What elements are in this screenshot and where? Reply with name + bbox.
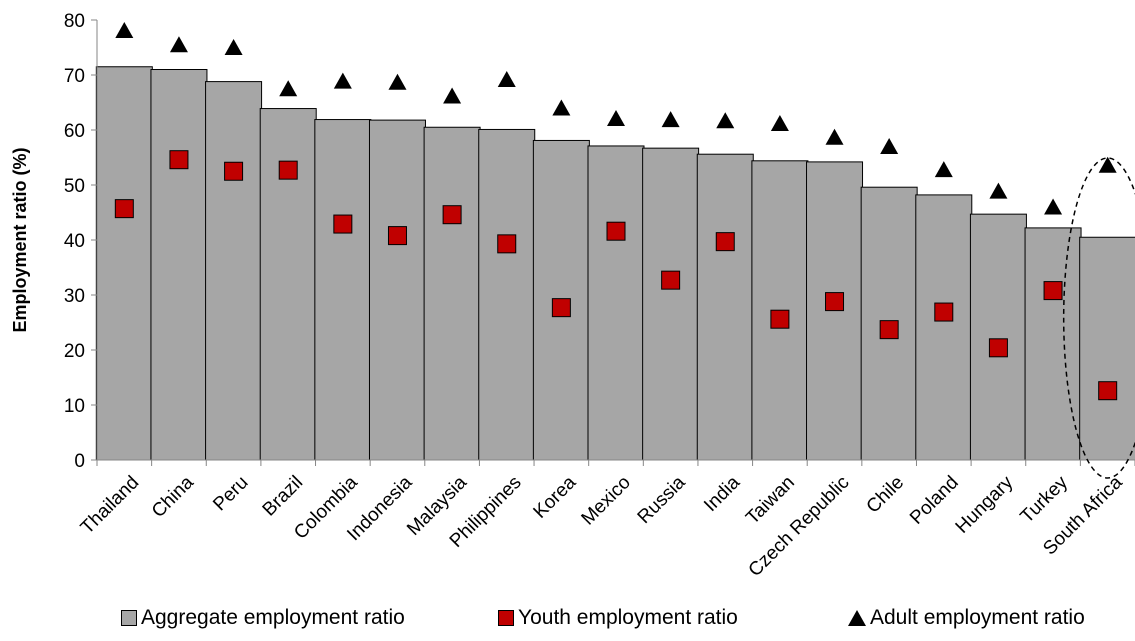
- bar-swatch-icon: [121, 610, 137, 626]
- bar-india: [696, 153, 754, 461]
- bar-peru: [205, 81, 263, 461]
- category-label-brazil: Brazil: [259, 472, 307, 520]
- category-label-korea: Korea: [530, 472, 581, 523]
- triangle-swatch-icon: [848, 610, 866, 626]
- youth-marker-india: [715, 232, 735, 252]
- bar-mexico: [587, 145, 645, 461]
- category-label-russia: Russia: [634, 472, 690, 528]
- y-tick-label-50: 50: [64, 176, 85, 197]
- adult-marker-china: [169, 36, 188, 53]
- youth-marker-korea: [551, 298, 571, 318]
- youth-marker-china: [169, 150, 189, 170]
- adult-marker-turkey: [1044, 198, 1063, 215]
- y-axis-label: Employment ratio (%): [10, 147, 30, 332]
- youth-marker-peru: [224, 161, 244, 181]
- y-tick-label-80: 80: [64, 11, 85, 32]
- category-label-chile: Chile: [863, 472, 908, 517]
- plot-area: 0 10 20 30 40 50 60 70 80 Thailand China Peru Brazil…: [64, 11, 1135, 581]
- adult-marker-indonesia: [388, 73, 407, 90]
- adult-marker-mexico: [607, 110, 625, 126]
- adult-marker-hungary: [989, 182, 1008, 199]
- legend-label-youth: Youth employment ratio: [518, 606, 738, 629]
- bar-russia: [642, 147, 700, 461]
- youth-marker-indonesia: [387, 226, 407, 246]
- y-tick-label-60: 60: [64, 121, 85, 142]
- youth-marker-czech-republic: [825, 292, 845, 312]
- bar-indonesia: [368, 119, 426, 461]
- category-label-czech-republic: Czech Republic: [745, 472, 854, 581]
- category-label-china: China: [148, 472, 198, 522]
- legend-item-adult: Adult employment ratio: [848, 606, 1085, 630]
- y-tick-label-0: 0: [74, 451, 85, 472]
- highlight-ellipse-south-africa: [1062, 157, 1135, 479]
- y-tick-label-30: 30: [64, 286, 85, 307]
- bar-south-africa: [1079, 236, 1135, 461]
- employment-chart: 0 10 20 30 40 50 60 70 80 Thailand China Peru Brazil…: [10, 11, 1135, 581]
- youth-marker-turkey: [1043, 281, 1063, 301]
- adult-marker-malaysia: [443, 87, 462, 104]
- y-tick-label-40: 40: [64, 231, 85, 252]
- legend-item-youth: Youth employment ratio: [498, 606, 738, 630]
- bar-philippines: [478, 128, 536, 461]
- adult-marker-korea: [552, 99, 571, 116]
- youth-marker-brazil: [278, 160, 298, 180]
- adult-marker-thailand: [115, 22, 134, 38]
- youth-marker-poland: [934, 302, 954, 322]
- youth-marker-colombia: [333, 214, 353, 234]
- legend-item-aggregate: Aggregate employment ratio: [121, 606, 405, 630]
- bar-thailand: [95, 66, 153, 461]
- youth-marker-hungary: [988, 338, 1008, 358]
- adult-marker-poland: [934, 161, 953, 178]
- youth-marker-mexico: [606, 221, 626, 241]
- y-tick-label-20: 20: [64, 341, 85, 362]
- adult-marker-philippines: [497, 70, 516, 87]
- category-label-peru: Peru: [209, 472, 252, 515]
- adult-marker-south-africa: [1098, 156, 1117, 173]
- youth-marker-chile: [879, 320, 899, 340]
- youth-marker-russia: [661, 270, 681, 290]
- adult-marker-russia: [661, 111, 680, 128]
- youth-marker-malaysia: [442, 205, 462, 225]
- legend-label-adult: Adult employment ratio: [870, 606, 1085, 629]
- y-tick-label-70: 70: [64, 66, 85, 87]
- legend: Aggregate employment ratio Youth employm…: [0, 606, 1135, 636]
- category-label-thailand: Thailand: [77, 472, 143, 538]
- bar-turkey: [1024, 227, 1082, 461]
- adult-marker-brazil: [279, 80, 298, 97]
- bar-colombia: [314, 119, 372, 461]
- adult-marker-taiwan: [770, 114, 789, 131]
- adult-marker-peru: [224, 39, 243, 56]
- bar-malaysia: [423, 126, 481, 461]
- bar-hungary: [969, 213, 1027, 461]
- bar-poland: [915, 194, 973, 461]
- youth-marker-philippines: [497, 234, 517, 254]
- category-label-india: India: [700, 472, 744, 516]
- youth-marker-south-africa: [1098, 381, 1118, 401]
- adult-marker-czech-republic: [825, 128, 844, 145]
- category-label-hungary: Hungary: [952, 472, 1018, 538]
- square-swatch-icon: [498, 610, 514, 626]
- category-label-mexico: Mexico: [578, 472, 635, 529]
- legend-label-aggregate: Aggregate employment ratio: [141, 606, 405, 629]
- bar-china: [150, 69, 208, 461]
- adult-marker-chile: [880, 138, 899, 155]
- adult-marker-colombia: [333, 72, 352, 89]
- youth-marker-taiwan: [770, 309, 790, 329]
- y-tick-label-10: 10: [64, 396, 85, 417]
- adult-marker-india: [716, 112, 735, 129]
- youth-marker-thailand: [114, 199, 134, 219]
